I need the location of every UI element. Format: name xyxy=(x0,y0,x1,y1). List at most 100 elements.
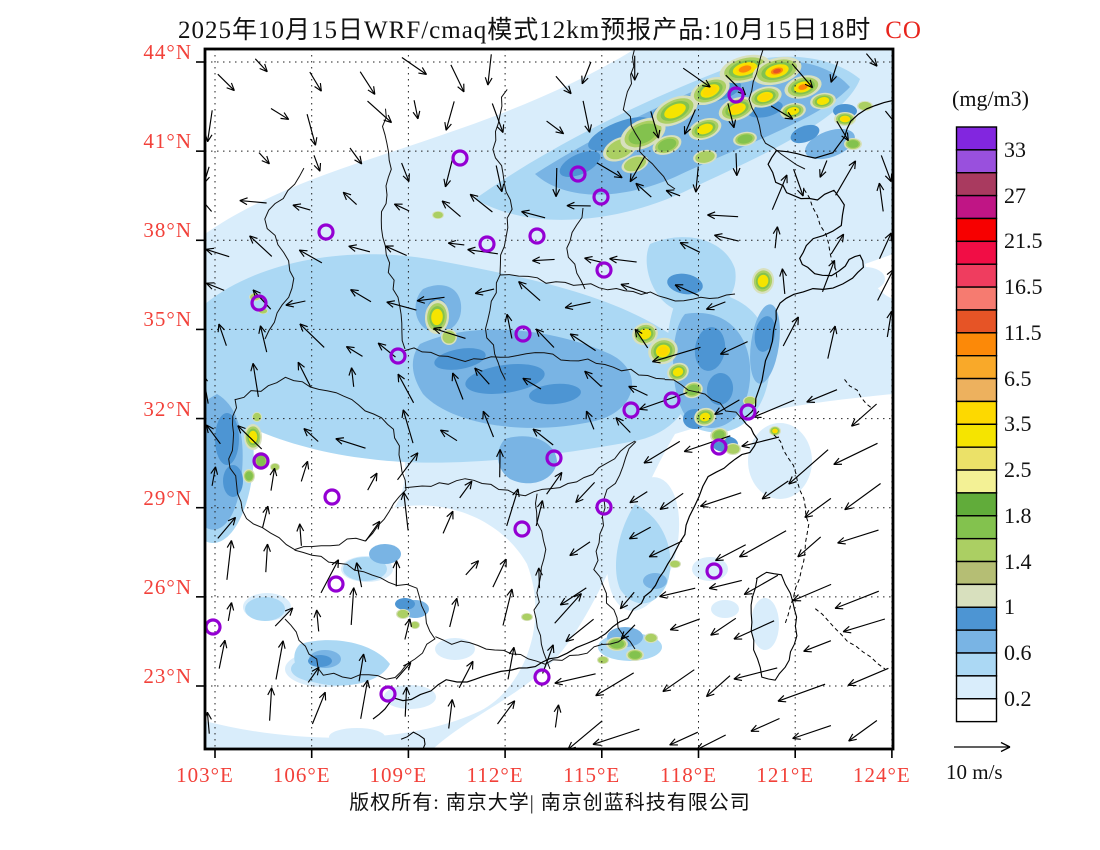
wind-arrow xyxy=(442,510,454,534)
city-marker xyxy=(252,452,270,470)
wind-arrow xyxy=(535,567,543,589)
wind-arrow xyxy=(585,410,595,430)
wind-arrow xyxy=(564,301,591,310)
wind-arrow xyxy=(496,449,504,478)
wind-arrow xyxy=(819,160,828,178)
city-marker xyxy=(595,261,613,279)
colorbar-cell xyxy=(955,354,998,380)
city-marker xyxy=(451,149,469,167)
wind-arrow xyxy=(384,245,407,257)
lat-label-44: 44°N xyxy=(143,40,192,64)
wind-arrow xyxy=(447,699,456,729)
wind-arrow xyxy=(804,497,832,518)
wind-arrow xyxy=(482,410,495,438)
wind-arrow xyxy=(699,492,742,508)
wind-arrow xyxy=(299,323,325,348)
colorbar-tick-11.5: 11.5 xyxy=(1004,319,1042,345)
colorbar-tick-2.5: 2.5 xyxy=(1004,457,1032,483)
wind-arrow xyxy=(296,523,305,546)
wind-arrow xyxy=(705,301,726,311)
wind-arrow xyxy=(226,602,235,622)
colorbar-cell xyxy=(955,698,998,723)
wind-arrow xyxy=(467,246,498,255)
wind-arrow xyxy=(830,233,845,255)
wind-arrow xyxy=(708,579,742,591)
city-marker xyxy=(327,575,345,593)
wind-arrow xyxy=(715,544,746,562)
wind-arrow xyxy=(592,728,640,746)
lat-label-35: 35°N xyxy=(143,307,192,332)
wind-arrow xyxy=(835,160,857,196)
wind-arrow xyxy=(665,189,681,197)
wind-arrow xyxy=(628,526,651,540)
wind-arrow xyxy=(303,428,319,442)
wind-arrow xyxy=(484,54,493,86)
wind-arrow xyxy=(679,242,701,253)
city-marker xyxy=(514,325,532,343)
wind-arrow xyxy=(443,156,454,188)
wind-arrow xyxy=(402,686,411,717)
colorbar-tick-3.5: 3.5 xyxy=(1004,411,1032,437)
wind-arrow xyxy=(205,424,221,445)
wind-arrow xyxy=(836,120,849,142)
wind-arrow xyxy=(682,67,711,88)
wind-arrow xyxy=(733,620,775,640)
colorbar-cell xyxy=(955,469,998,494)
wind-arrow xyxy=(395,661,412,680)
wind-arrow xyxy=(262,505,270,528)
wind-arrow xyxy=(834,590,880,610)
wind-arrow xyxy=(669,618,700,631)
wind-arrow xyxy=(313,609,322,632)
wind-arrow xyxy=(311,691,327,725)
wind-arrow xyxy=(205,247,230,258)
wind-arrow xyxy=(474,367,490,385)
wind-arrow xyxy=(546,120,565,135)
colorbar-cell xyxy=(955,217,998,243)
wind-arrow xyxy=(521,209,546,219)
wind-arrow xyxy=(267,687,276,721)
city-marker xyxy=(705,562,723,580)
colorbar xyxy=(955,126,998,723)
wind-arrow xyxy=(275,640,286,680)
wind-arrow xyxy=(782,316,799,347)
wind-arrow xyxy=(335,437,366,449)
colorbar-tick-21.5: 21.5 xyxy=(1004,228,1043,254)
wind-arrow xyxy=(447,239,465,248)
colorbar-cell xyxy=(955,423,998,448)
city-marker xyxy=(528,227,546,245)
city-marker xyxy=(595,498,613,516)
wind-arrow xyxy=(659,492,684,510)
city-marker xyxy=(379,685,397,703)
wind-arrow xyxy=(674,284,699,296)
lon-label-109: 109°E xyxy=(369,763,428,787)
wind-arrow xyxy=(575,482,596,504)
wind-arrow xyxy=(821,259,836,293)
lat-label-29: 29°N xyxy=(143,485,192,510)
city-marker xyxy=(727,86,745,104)
wind-arrow xyxy=(628,385,648,396)
city-marker xyxy=(663,391,681,409)
colorbar-cell xyxy=(955,583,998,608)
city-marker xyxy=(592,188,610,206)
colorbar-cell xyxy=(955,629,998,654)
wind-arrow xyxy=(743,574,779,596)
wind-arrow xyxy=(439,429,458,442)
wind-arrow xyxy=(553,704,562,728)
city-marker xyxy=(317,223,335,241)
wind-arrow xyxy=(495,165,505,193)
wind-arrow xyxy=(497,700,516,725)
wind-arrow xyxy=(270,108,290,121)
wind-arrow xyxy=(269,467,278,491)
wind-arrow xyxy=(595,672,634,697)
wind-arrow xyxy=(848,720,878,742)
wind-arrow xyxy=(829,61,839,83)
wind-arrow xyxy=(738,530,787,558)
lat-label-38: 38°N xyxy=(143,218,192,243)
wind-arrow xyxy=(797,536,822,558)
lat-label-23: 23°N xyxy=(143,663,192,688)
wind-arrow xyxy=(844,483,881,511)
wind-arrow xyxy=(393,203,410,212)
city-marker xyxy=(533,668,551,686)
wind-arrow xyxy=(584,256,602,264)
